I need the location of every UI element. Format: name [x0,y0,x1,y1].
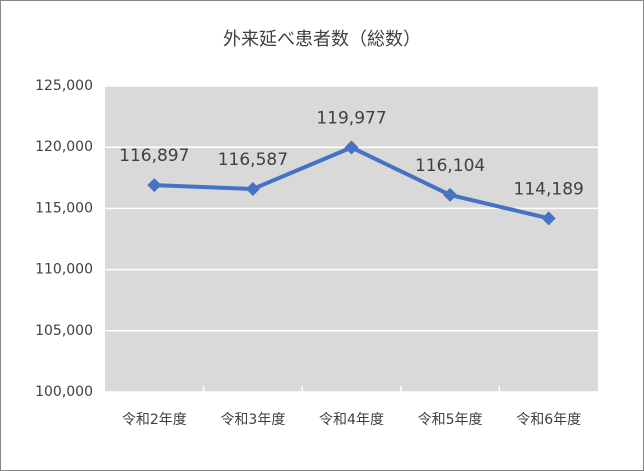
data-point [443,187,458,202]
data-point [245,181,260,196]
y-tick-label: 120,000 [35,139,93,155]
data-point [147,178,162,193]
data-point [344,140,359,155]
x-tick-label: 令和6年度 [516,412,581,428]
data-label: 116,587 [218,150,288,170]
x-tick-label: 令和4年度 [319,412,384,428]
chart-title: 外来延べ患者数（総数） [223,29,421,50]
y-tick-label: 105,000 [35,323,93,339]
data-point [541,211,556,226]
data-label: 114,189 [514,179,584,199]
x-tick-label: 令和5年度 [418,412,483,428]
x-tick-label: 令和2年度 [122,412,187,428]
y-tick-label: 110,000 [35,262,93,278]
y-tick-label: 115,000 [35,200,93,216]
y-tick-label: 100,000 [35,384,93,400]
data-label: 116,104 [415,156,485,176]
plot-area [105,86,598,392]
data-label: 116,897 [119,146,189,166]
x-tick-label: 令和3年度 [220,412,285,428]
y-tick-label: 125,000 [35,78,93,94]
data-label: 119,977 [316,108,386,128]
